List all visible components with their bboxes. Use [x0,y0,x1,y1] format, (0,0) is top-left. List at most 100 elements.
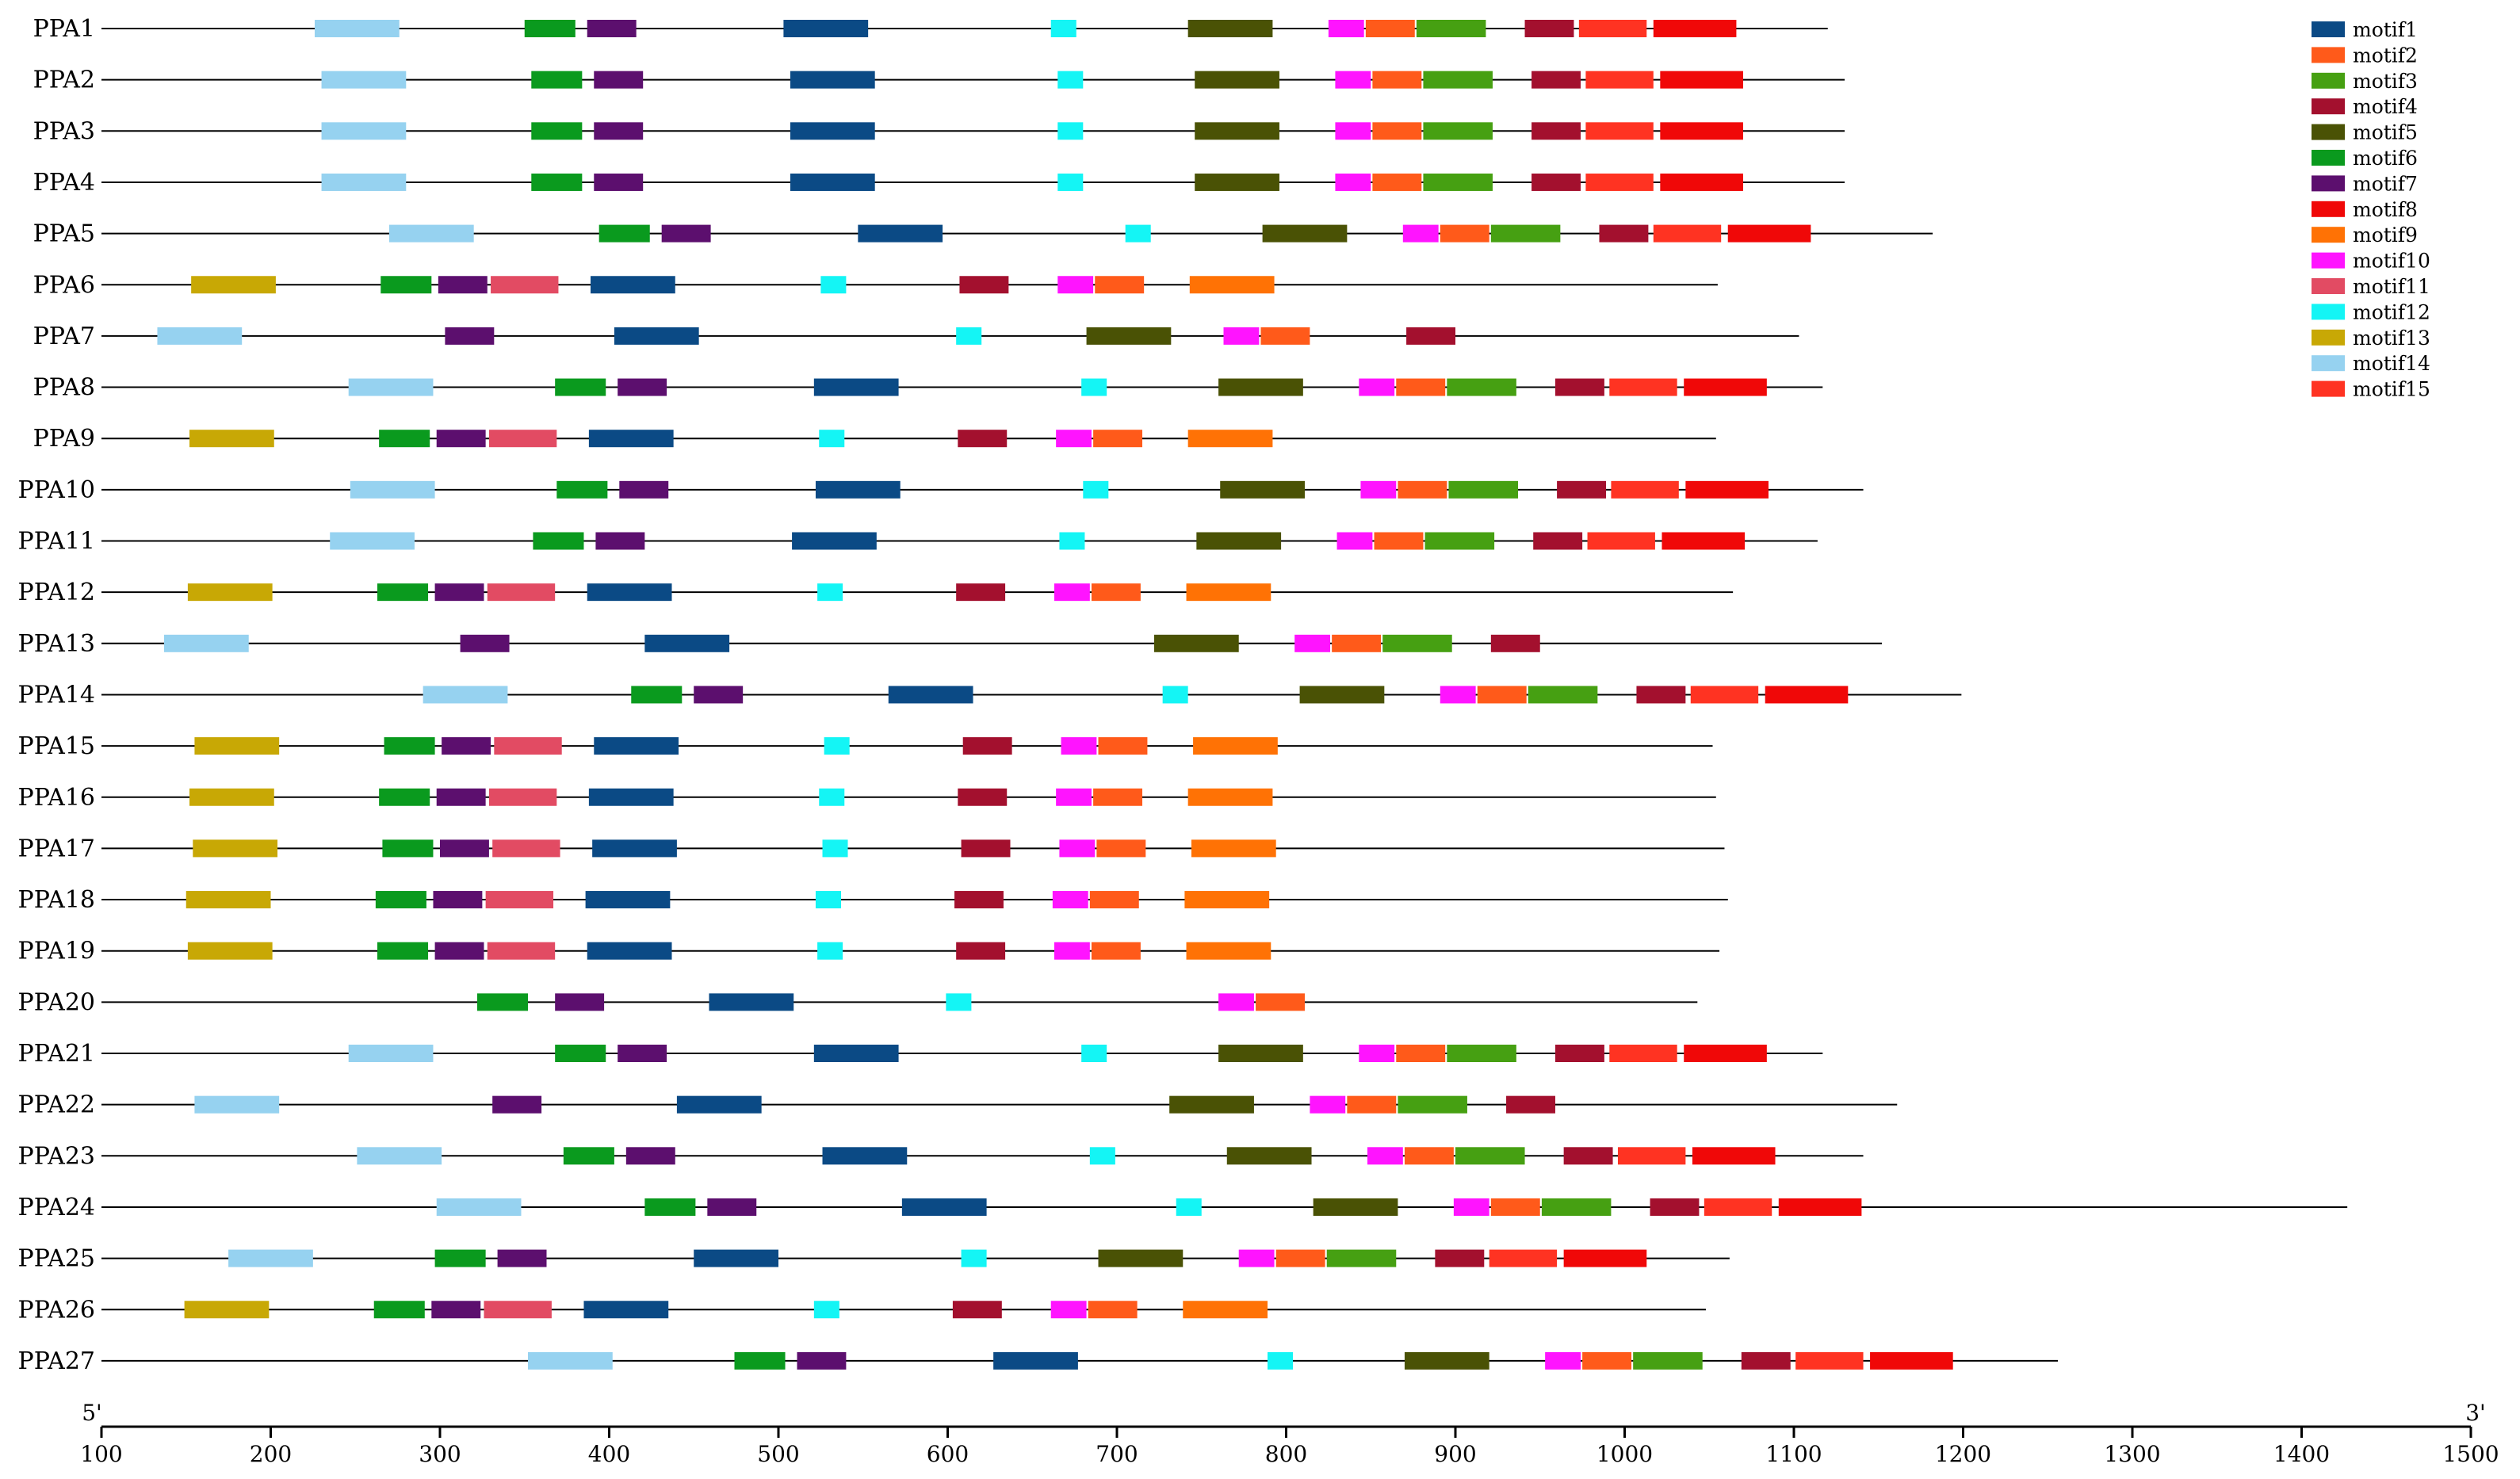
motif-box-motif5 [1153,634,1239,652]
motif-box-motif11 [491,276,559,294]
sequence-row: PPA27 [18,1347,2059,1375]
motif-box-motif7 [440,839,489,858]
legend-item: motif2 [2312,44,2418,67]
motif-box-motif10 [1054,942,1090,960]
legend-item: motif9 [2312,224,2418,246]
motif-box-motif11 [492,839,560,858]
axis-tick-label: 1300 [2104,1441,2160,1467]
motif-box-motif6 [524,20,576,37]
motif-box-motif2 [1440,224,1489,243]
motif-box-motif3 [1528,686,1598,704]
motif-box-motif12 [1081,1045,1107,1062]
sequence-row: PPA21 [18,1040,1823,1068]
motif-box-motif2 [1582,1351,1632,1370]
axis-tick-label: 1200 [1935,1441,1991,1467]
motif-box-motif14 [321,71,407,89]
legend-label: motif9 [2353,224,2418,246]
motif-box-motif2 [1477,686,1527,704]
axis-tick-label: 800 [1265,1441,1307,1467]
motif-box-motif1 [709,993,794,1011]
motif-box-motif15 [1611,480,1679,499]
sequence-label: PPA12 [18,579,95,606]
motif-box-motif5 [1218,1045,1303,1062]
sequence-row: PPA14 [18,681,1962,709]
motif-box-motif5 [1169,1095,1254,1114]
motif-box-motif6 [476,993,529,1011]
motif-box-motif10 [1335,122,1371,140]
motif-box-motif10 [1440,686,1476,704]
motif-box-motif13 [184,1301,270,1319]
motif-box-motif2 [1404,1147,1454,1165]
sequence-label: PPA24 [18,1194,95,1221]
motif-box-motif2 [1093,430,1143,448]
motif-box-motif8 [1662,532,1746,550]
motif-box-motif6 [631,686,683,704]
sequence-row: PPA9 [33,425,1716,453]
legend-label: motif3 [2353,70,2418,93]
motif-box-motif5 [1218,378,1303,396]
motif-box-motif4 [1533,532,1583,550]
motif-box-motif10 [1545,1351,1581,1370]
legend-label: motif6 [2353,147,2418,170]
motif-box-motif11 [485,891,554,909]
motif-box-motif15 [1617,1147,1686,1165]
legend-swatch [2312,124,2345,140]
motif-box-motif10 [1453,1198,1489,1216]
motif-box-motif15 [1795,1351,1864,1370]
motif-box-motif10 [1359,378,1395,396]
motif-box-motif3 [1633,1351,1703,1370]
motif-box-motif14 [357,1147,442,1165]
motif-box-motif2 [1091,583,1141,602]
motif-box-motif13 [187,583,273,602]
motif-box-motif14 [157,327,243,345]
legend-item: motif12 [2312,300,2430,323]
sequence-row: PPA5 [33,220,1933,248]
sequence-row: PPA10 [18,476,1864,504]
motif-box-motif10 [1310,1095,1346,1114]
motif-box-motif12 [813,1301,839,1319]
motif-box-motif1 [858,224,943,243]
motif-box-motif9 [1187,430,1273,448]
motif-box-motif8 [1765,686,1849,704]
motif-box-motif4 [1532,122,1581,140]
motif-box-motif13 [194,737,280,755]
motif-box-motif7 [595,532,645,550]
motif-box-motif5 [1195,173,1279,191]
motif-box-motif7 [618,378,667,396]
legend-item: motif3 [2312,70,2418,93]
legend-item: motif14 [2312,352,2430,375]
motif-box-motif15 [1585,173,1654,191]
motif-box-motif4 [952,1301,1002,1319]
axis-tick-label: 1100 [1765,1441,1822,1467]
legend-item: motif4 [2312,95,2418,118]
motif-box-motif10 [1223,327,1260,345]
motif-box-motif10 [1054,583,1090,602]
motif-box-motif14 [528,1351,613,1370]
sequence-row: PPA2 [33,67,1845,94]
sequence-label: PPA17 [18,835,95,862]
motif-box-motif2 [1396,1045,1446,1062]
motif-box-motif10 [1218,993,1254,1011]
motif-box-motif9 [1184,891,1270,909]
axis-tick-label: 400 [588,1441,630,1467]
motif-box-motif7 [492,1095,542,1114]
legend-label: motif2 [2353,44,2418,67]
sequence-row: PPA13 [18,630,1883,658]
motif-box-motif10 [1057,276,1094,294]
motif-box-motif11 [484,1301,552,1319]
motif-box-motif8 [1684,378,1767,396]
legend-label: motif7 [2353,172,2418,195]
motif-box-motif6 [555,1045,606,1062]
motif-box-motif4 [962,737,1012,755]
motif-box-motif14 [388,224,474,243]
motif-box-motif14 [348,378,434,396]
sequence-label: PPA22 [18,1091,95,1119]
sequence-label: PPA27 [18,1347,95,1375]
motif-box-motif7 [618,1045,667,1062]
motif-box-motif12 [819,788,845,806]
sequence-label: PPA26 [18,1296,95,1324]
motif-box-motif7 [694,686,744,704]
motif-box-motif14 [348,1045,434,1062]
legend-swatch [2312,355,2345,372]
